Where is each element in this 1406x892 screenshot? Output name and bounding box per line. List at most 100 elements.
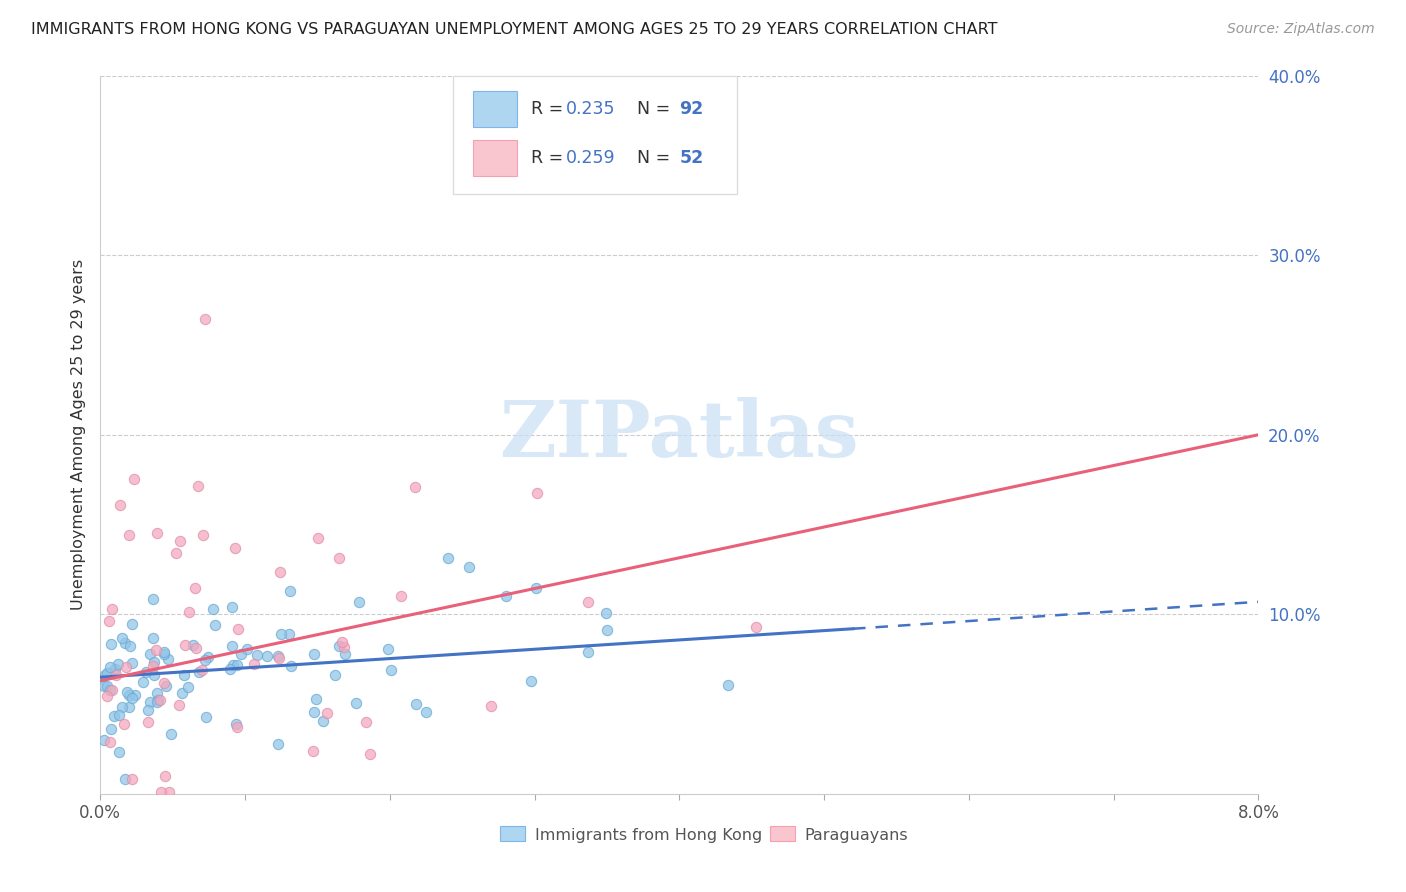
Point xyxy=(389,589,412,603)
Point xyxy=(526,486,548,500)
Point xyxy=(302,706,325,720)
Point xyxy=(153,676,176,690)
Point xyxy=(104,662,127,676)
Point xyxy=(148,693,170,707)
Point xyxy=(114,636,136,650)
Point xyxy=(170,686,193,700)
Text: R =: R = xyxy=(531,149,569,167)
Point xyxy=(157,651,180,665)
Point xyxy=(595,607,617,621)
Point xyxy=(101,601,124,615)
Point xyxy=(100,682,122,697)
Point xyxy=(103,708,125,723)
Point xyxy=(98,660,121,674)
Point xyxy=(146,526,169,541)
Point xyxy=(243,657,266,672)
Point xyxy=(153,769,176,783)
Text: R =: R = xyxy=(531,100,569,119)
Point xyxy=(100,722,122,736)
Point xyxy=(226,720,249,734)
Text: ZIPatlas: ZIPatlas xyxy=(499,397,859,473)
Point xyxy=(405,697,427,711)
Point xyxy=(330,635,353,649)
Point xyxy=(278,627,301,641)
Point xyxy=(344,696,367,710)
Point xyxy=(458,560,481,574)
Point xyxy=(194,653,217,667)
Point xyxy=(187,479,209,493)
Point xyxy=(188,665,211,679)
Point xyxy=(519,674,541,689)
Point xyxy=(717,678,740,692)
Point xyxy=(143,655,166,669)
Point xyxy=(173,638,195,652)
Point xyxy=(100,637,122,651)
Point xyxy=(226,657,249,672)
Point xyxy=(269,565,291,579)
Point xyxy=(267,650,290,665)
FancyBboxPatch shape xyxy=(472,140,517,176)
Point xyxy=(224,541,246,556)
Point xyxy=(222,658,245,673)
Point xyxy=(139,647,162,661)
Point xyxy=(380,663,402,677)
Point xyxy=(479,699,502,714)
Text: IMMIGRANTS FROM HONG KONG VS PARAGUAYAN UNEMPLOYMENT AMONG AGES 25 TO 29 YEARS C: IMMIGRANTS FROM HONG KONG VS PARAGUAYAN … xyxy=(31,22,997,37)
Point xyxy=(121,616,143,631)
Point xyxy=(316,706,339,721)
Point xyxy=(301,744,323,758)
Point xyxy=(145,643,167,657)
Point xyxy=(146,686,169,700)
Text: 52: 52 xyxy=(679,149,703,167)
Point xyxy=(191,528,214,542)
Point xyxy=(111,699,134,714)
Point xyxy=(165,546,187,560)
Point xyxy=(108,498,131,512)
Point xyxy=(160,727,183,741)
Point xyxy=(307,531,329,545)
Point xyxy=(155,679,177,693)
Point xyxy=(143,668,166,682)
Point xyxy=(226,623,249,637)
Point xyxy=(221,599,243,614)
Point xyxy=(96,689,118,703)
FancyBboxPatch shape xyxy=(453,76,737,194)
Point xyxy=(221,639,243,653)
Point xyxy=(169,533,191,548)
Point xyxy=(195,709,218,723)
Point xyxy=(139,695,162,709)
Point xyxy=(328,551,350,566)
Text: 0.259: 0.259 xyxy=(565,149,616,167)
Point xyxy=(167,698,190,712)
Point xyxy=(105,668,128,682)
Text: Immigrants from Hong Kong: Immigrants from Hong Kong xyxy=(534,828,762,843)
Point xyxy=(184,640,207,655)
Point xyxy=(323,668,346,682)
Text: 0.235: 0.235 xyxy=(565,100,616,119)
Point xyxy=(121,772,143,786)
Point xyxy=(177,680,200,694)
Point xyxy=(115,685,138,699)
Point xyxy=(596,624,619,638)
Point xyxy=(436,550,458,565)
Point xyxy=(118,639,141,653)
Point xyxy=(93,679,115,693)
Point xyxy=(107,707,129,722)
Point xyxy=(236,642,259,657)
Point xyxy=(136,704,159,718)
Text: Source: ZipAtlas.com: Source: ZipAtlas.com xyxy=(1227,22,1375,37)
Point xyxy=(107,657,129,672)
Point xyxy=(256,649,278,664)
Point xyxy=(194,312,217,326)
Point xyxy=(347,595,370,609)
Point xyxy=(153,648,176,662)
Point xyxy=(354,714,377,729)
Point xyxy=(267,737,290,751)
Point xyxy=(225,717,247,731)
Point xyxy=(124,689,146,703)
Point xyxy=(267,648,290,663)
Point xyxy=(404,480,426,494)
Point xyxy=(142,659,165,673)
Point xyxy=(96,665,118,680)
Point xyxy=(115,660,138,674)
